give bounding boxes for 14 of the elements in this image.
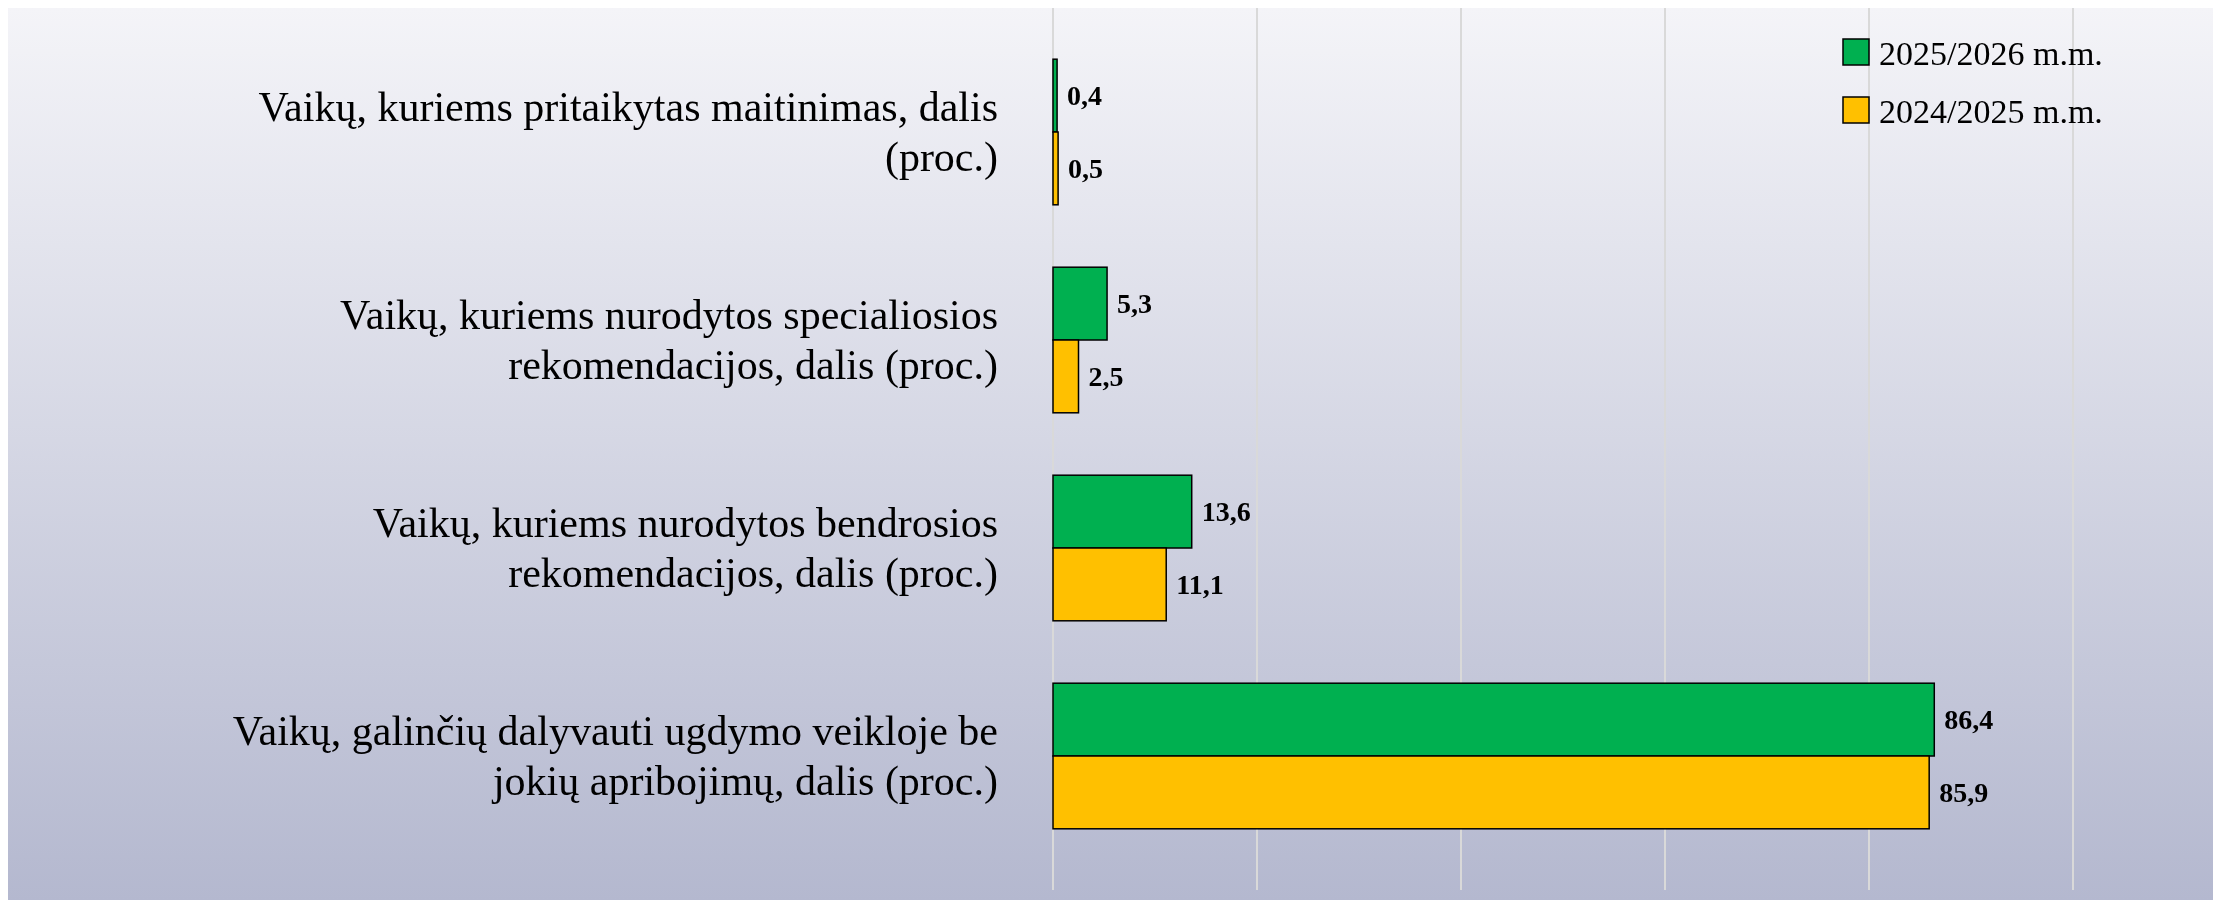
data-label: 0,4: [1067, 80, 1103, 112]
y-tick-label: Vaikų, kuriems nurodytos specialiosios rekomendacijos, dalis (proc.): [340, 292, 998, 389]
data-label: 11,1: [1176, 568, 1224, 600]
data-label: 2,5: [1088, 360, 1124, 392]
legend-label: 2024/2025 m.m.: [1879, 92, 2103, 130]
data-label: 0,5: [1068, 152, 1104, 184]
y-tick-label: Vaikų, kuriems nurodytos bendrosios rekomendacijos, dalis (proc.): [372, 500, 998, 597]
y-tick-label: Vaikų, kuriems pritaikytas maitinimas, dalis (proc.): [258, 84, 998, 181]
legend-label: 2025/2026 m.m.: [1879, 34, 2103, 72]
data-label: 85,9: [1939, 776, 1989, 808]
data-label: 86,4: [1944, 704, 1994, 736]
y-tick-label: Vaikų, galinčių dalyvauti ugdymo veikloje be jokių apribojimų, dalis (proc.): [232, 708, 998, 805]
data-label: 13,6: [1201, 496, 1251, 528]
data-label: 5,3: [1117, 288, 1153, 320]
